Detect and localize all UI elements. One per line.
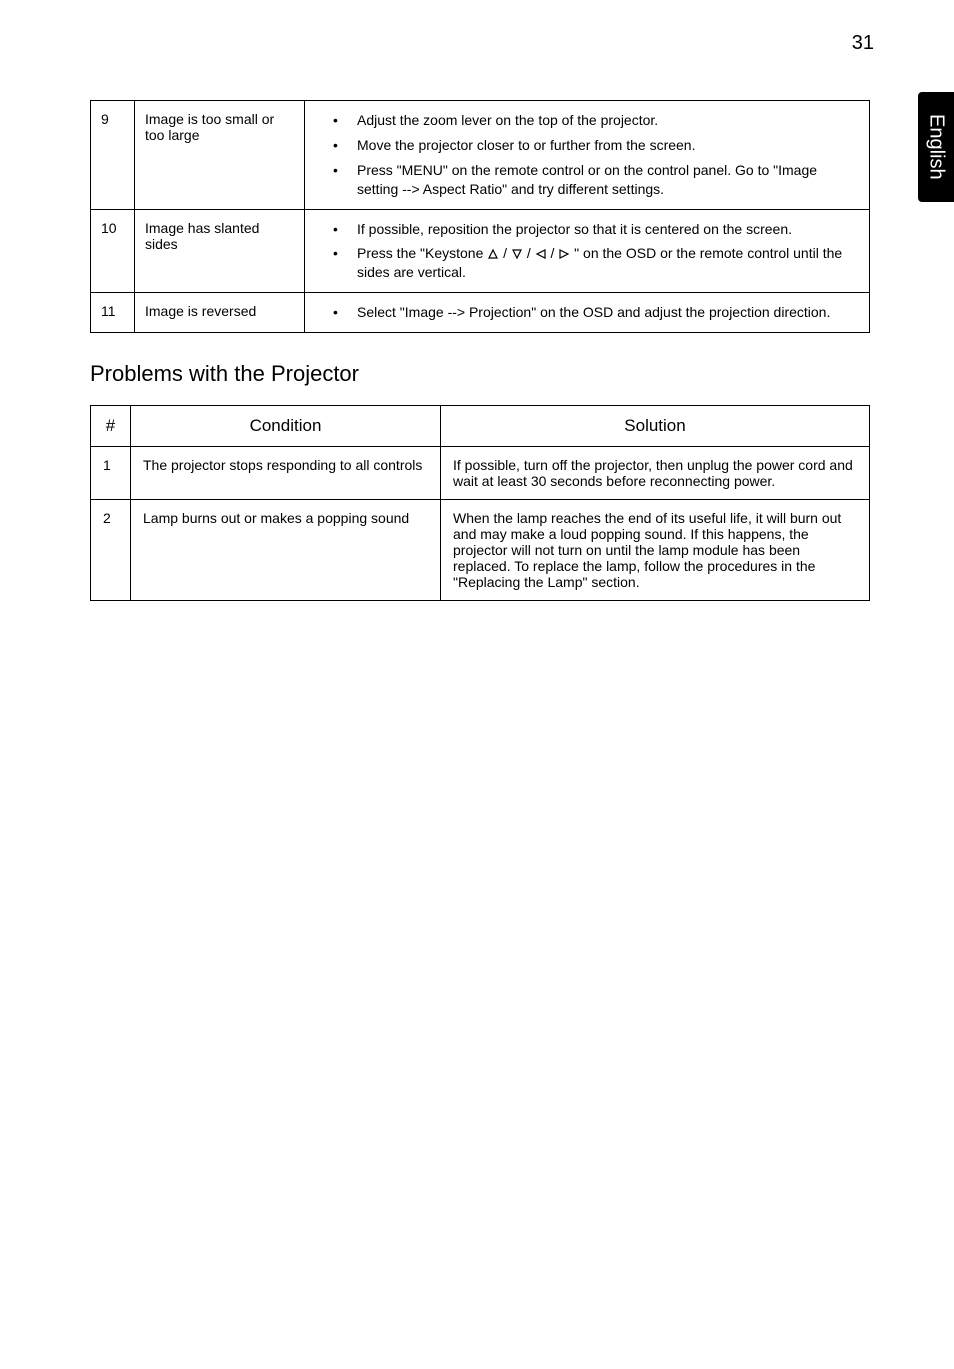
row-solution: If possible, reposition the projector so… xyxy=(305,209,870,293)
table-row: 9 Image is too small or too large Adjust… xyxy=(91,101,870,210)
troubleshoot-table: 9 Image is too small or too large Adjust… xyxy=(90,100,870,333)
bullet-item: Move the projector closer to or further … xyxy=(333,136,859,155)
row-solution: Adjust the zoom lever on the top of the … xyxy=(305,101,870,210)
row-condition: Image is too small or too large xyxy=(135,101,305,210)
table-row: 2 Lamp burns out or makes a popping soun… xyxy=(91,500,870,601)
page-content: 9 Image is too small or too large Adjust… xyxy=(90,100,870,601)
section-heading: Problems with the Projector xyxy=(90,361,870,387)
row-number: 2 xyxy=(91,500,131,601)
row-condition: Image has slanted sides xyxy=(135,209,305,293)
row-solution: When the lamp reaches the end of its use… xyxy=(441,500,870,601)
table-row: 1 The projector stops responding to all … xyxy=(91,447,870,500)
bullet-item: Press the "Keystone / / / " on the OSD o… xyxy=(333,244,859,282)
header-solution: Solution xyxy=(441,406,870,447)
triangle-left-icon xyxy=(535,248,547,260)
page-number: 31 xyxy=(852,32,874,55)
row-condition: The projector stops responding to all co… xyxy=(131,447,441,500)
row-number: 10 xyxy=(91,209,135,293)
row-solution: Select "Image --> Projection" on the OSD… xyxy=(305,293,870,333)
header-num: # xyxy=(91,406,131,447)
bullet-item: If possible, reposition the projector so… xyxy=(333,220,859,239)
bullet-item: Press "MENU" on the remote control or on… xyxy=(333,161,859,199)
triangle-up-icon xyxy=(487,248,499,260)
header-condition: Condition xyxy=(131,406,441,447)
language-tab: English xyxy=(918,92,954,202)
table-row: 11 Image is reversed Select "Image --> P… xyxy=(91,293,870,333)
problems-table: # Condition Solution 1 The projector sto… xyxy=(90,405,870,601)
table-row: 10 Image has slanted sides If possible, … xyxy=(91,209,870,293)
row-number: 11 xyxy=(91,293,135,333)
bullet-item: Select "Image --> Projection" on the OSD… xyxy=(333,303,859,322)
row-condition: Image is reversed xyxy=(135,293,305,333)
bullet-item: Adjust the zoom lever on the top of the … xyxy=(333,111,859,130)
row-number: 9 xyxy=(91,101,135,210)
triangle-down-icon xyxy=(511,248,523,260)
row-solution: If possible, turn off the projector, the… xyxy=(441,447,870,500)
table-header-row: # Condition Solution xyxy=(91,406,870,447)
triangle-right-icon xyxy=(558,248,570,260)
row-number: 1 xyxy=(91,447,131,500)
row-condition: Lamp burns out or makes a popping sound xyxy=(131,500,441,601)
